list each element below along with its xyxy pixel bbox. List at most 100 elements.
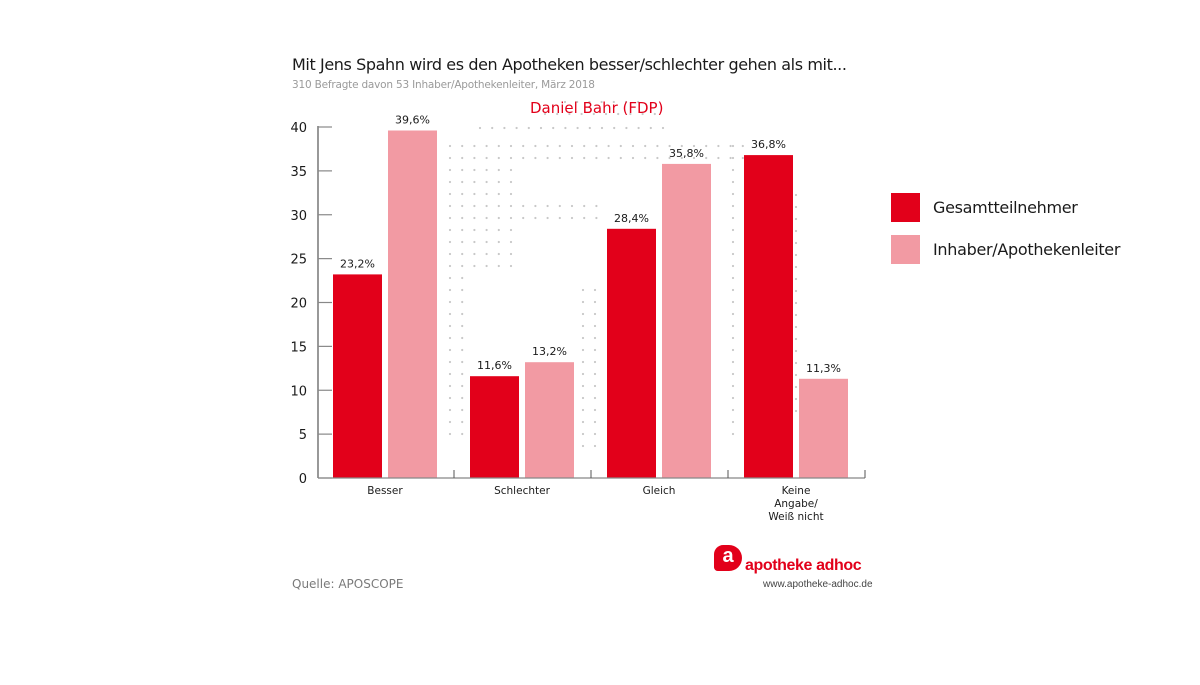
- background-dot: [593, 432, 597, 436]
- background-dot: [497, 156, 500, 160]
- y-tick-label: 30: [290, 209, 307, 224]
- x-tick-label: Keine: [782, 485, 811, 497]
- source-note: Quelle: APOSCOPE: [292, 577, 404, 591]
- background-dot: [473, 144, 476, 148]
- background-dot: [509, 168, 513, 172]
- background-dot: [558, 156, 561, 160]
- background-dot: [731, 336, 735, 340]
- background-dot: [473, 216, 476, 220]
- background-dot: [497, 216, 500, 220]
- background-dot: [448, 180, 452, 184]
- data-label: 35,8%: [669, 147, 704, 160]
- background-dot: [473, 192, 476, 196]
- bar-gesamtteilnehmer: [470, 376, 519, 478]
- background-dot: [558, 204, 561, 208]
- background-dot: [509, 156, 513, 160]
- background-dot: [581, 420, 585, 424]
- background-dot: [794, 253, 798, 257]
- background-dot: [705, 144, 708, 148]
- background-dot: [794, 409, 798, 413]
- background-dot: [448, 144, 452, 148]
- background-dot: [661, 126, 665, 130]
- background-dot: [607, 144, 610, 148]
- background-dot: [619, 156, 622, 160]
- data-labels: 23,2% 39,6% Besser 11,6% 13,2% Schlechter 28,4…: [340, 114, 841, 524]
- background-dot: [461, 228, 464, 232]
- background-dot: [485, 204, 488, 208]
- y-tick-label: 10: [290, 384, 307, 399]
- background-dot: [583, 156, 586, 160]
- background-dot: [613, 126, 616, 130]
- background-dot: [546, 216, 549, 220]
- apotheke-adhoc-logo: a apotheke adhoc www.apotheke-adhoc.de: [714, 545, 884, 595]
- background-dot: [448, 252, 452, 256]
- background-dot: [680, 144, 683, 148]
- background-dot: [731, 168, 735, 172]
- background-dot: [527, 126, 530, 130]
- axes: 0 5 10 15 20 25 30 35 40: [290, 121, 866, 487]
- background-dot: [593, 396, 597, 400]
- background-dot: [448, 336, 452, 340]
- background-dot: [581, 324, 585, 328]
- background-dot: [473, 156, 476, 160]
- background-dot: [631, 144, 635, 148]
- background-dot: [539, 126, 543, 130]
- background-dot: [794, 385, 798, 389]
- background-dot: [461, 276, 464, 280]
- background-dot: [794, 229, 798, 233]
- background-dot: [595, 216, 598, 220]
- background-dot: [595, 204, 598, 208]
- background-dot: [581, 288, 585, 292]
- background-dot: [656, 144, 659, 148]
- background-dot: [731, 240, 735, 244]
- background-dot: [794, 265, 798, 269]
- background-dot: [461, 240, 464, 244]
- background-dot: [478, 126, 482, 130]
- background-dot: [509, 144, 513, 148]
- background-dot: [583, 204, 586, 208]
- background-dot: [794, 337, 798, 341]
- data-label: 23,2%: [340, 257, 375, 270]
- data-label: 11,3%: [806, 362, 841, 375]
- background-dot: [497, 168, 500, 172]
- background-dot: [448, 276, 452, 280]
- background-dot: [473, 240, 476, 244]
- background-dot: [593, 324, 597, 328]
- bar-inhaber: [799, 378, 848, 478]
- background-dot: [680, 156, 683, 160]
- background-dot: [593, 384, 597, 388]
- background-dot: [644, 144, 647, 148]
- background-dot: [534, 156, 537, 160]
- background-dot: [534, 144, 537, 148]
- background-dot: [473, 168, 476, 172]
- background-dot: [503, 126, 506, 130]
- background-dot: [794, 397, 798, 401]
- background-dot: [509, 180, 513, 184]
- background-dot: [576, 100, 579, 104]
- background-dot: [629, 112, 632, 116]
- legend-label: Inhaber/Apothekenleiter: [933, 239, 1121, 259]
- background-dot: [461, 360, 464, 364]
- background-dot: [624, 100, 628, 104]
- background-dot: [485, 252, 488, 256]
- background-dot: [668, 156, 671, 160]
- background-dot: [448, 288, 452, 292]
- background-dot: [491, 126, 494, 130]
- background-dot: [448, 240, 452, 244]
- background-dot: [731, 252, 735, 256]
- background-dot: [497, 180, 500, 184]
- background-dot: [568, 112, 571, 116]
- background-dot: [625, 126, 628, 130]
- background-dot: [448, 408, 452, 412]
- background-dot: [497, 192, 500, 196]
- background-dot: [588, 100, 591, 104]
- x-tick-label: Angabe/: [774, 498, 818, 510]
- background-dot: [593, 444, 597, 448]
- background-dot: [731, 276, 735, 280]
- background-dot: [485, 156, 488, 160]
- background-dot: [515, 126, 518, 130]
- background-dot: [729, 144, 732, 148]
- chart-annotation: Daniel Bahr (FDP): [530, 99, 663, 117]
- background-dot: [448, 300, 452, 304]
- background-dot: [546, 204, 549, 208]
